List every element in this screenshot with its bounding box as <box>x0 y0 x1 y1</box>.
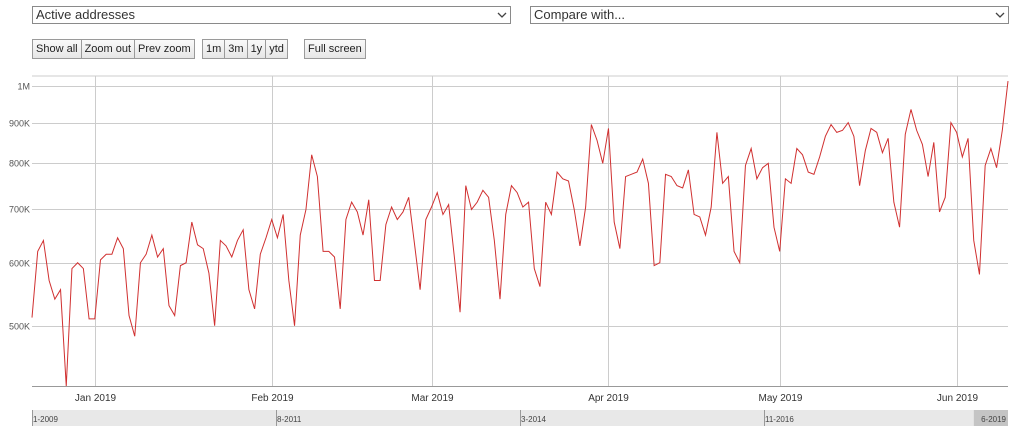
x-tick-label: Apr 2019 <box>588 393 629 404</box>
navigator-label: 6-2019 <box>981 415 1006 424</box>
navigator-label: 1-2009 <box>33 415 58 424</box>
x-tick-label: Mar 2019 <box>411 393 454 404</box>
y-tick-label: 600K <box>9 259 30 269</box>
metric-select-value: Active addresses <box>36 7 135 22</box>
zoom-button-group: Show all Zoom out Prev zoom <box>32 39 195 59</box>
x-tick-label: Feb 2019 <box>251 393 294 404</box>
fullscreen-button-group: Full screen <box>304 39 366 59</box>
range-ytd-button[interactable]: ytd <box>265 39 288 59</box>
compare-select[interactable]: Compare with... <box>530 6 1009 24</box>
y-tick-label: 500K <box>9 322 30 332</box>
range-1m-button[interactable]: 1m <box>202 39 226 59</box>
chevron-down-icon <box>995 12 1005 18</box>
prev-zoom-button[interactable]: Prev zoom <box>134 39 195 59</box>
x-axis: Jan 2019 Feb 2019 Mar 2019 Apr 2019 May 2019… <box>75 393 979 404</box>
time-navigator[interactable]: 1-2009 8-2011 3-2014 11-2016 6-2019 <box>32 410 1008 426</box>
grid <box>32 75 1008 386</box>
navigator-label: 3-2014 <box>521 415 546 424</box>
x-tick-label: Jun 2019 <box>937 393 979 404</box>
y-tick-label: 700K <box>9 205 30 215</box>
navigator-labels: 1-2009 8-2011 3-2014 11-2016 6-2019 <box>32 410 1007 426</box>
metric-select[interactable]: Active addresses <box>32 6 511 24</box>
navigator-label: 11-2016 <box>765 415 794 424</box>
chevron-down-icon <box>497 12 507 18</box>
y-tick-label: 1M <box>17 82 30 92</box>
navigator-label: 8-2011 <box>277 415 302 424</box>
y-tick-label: 900K <box>9 119 30 129</box>
x-tick-label: May 2019 <box>759 393 803 404</box>
x-tick-label: Jan 2019 <box>75 393 117 404</box>
navigator-selection[interactable] <box>973 410 1008 426</box>
full-screen-button[interactable]: Full screen <box>304 39 366 59</box>
compare-select-value: Compare with... <box>534 7 626 22</box>
y-axis: 500K 600K 700K 800K 900K 1M <box>9 82 30 332</box>
y-tick-label: 800K <box>9 159 30 169</box>
range-1y-button[interactable]: 1y <box>246 39 267 59</box>
series-line-active-addresses[interactable] <box>31 81 1009 387</box>
range-button-group: 1m 3m 1y ytd <box>202 39 288 59</box>
